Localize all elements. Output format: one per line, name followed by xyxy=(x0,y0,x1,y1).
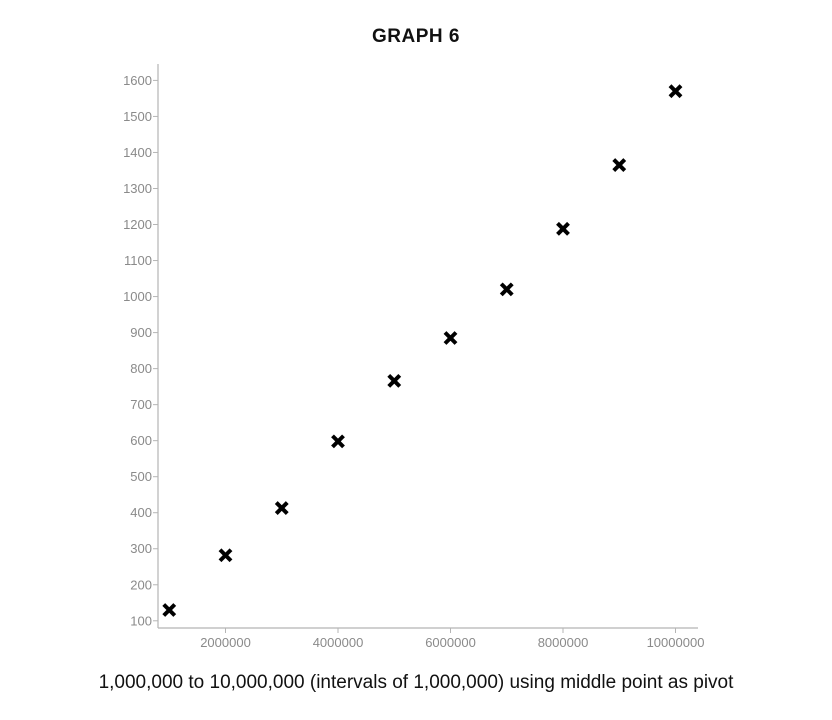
y-tick-label: 1200 xyxy=(123,217,152,232)
y-tick-label: 200 xyxy=(130,577,152,592)
y-tick-label: 1300 xyxy=(123,181,152,196)
data-point-marker xyxy=(331,434,345,449)
y-tick-label: 1100 xyxy=(124,253,152,268)
data-point-marker xyxy=(612,158,627,172)
y-tick-label: 300 xyxy=(130,541,152,556)
x-axis-ticks: 2000000 4000000 6000000 8000000 10000000 xyxy=(200,628,704,650)
y-tick-label: 400 xyxy=(130,505,152,520)
y-tick-label: 500 xyxy=(130,469,152,484)
y-tick-label: 700 xyxy=(130,397,152,412)
x-tick-label: 8000000 xyxy=(538,635,589,650)
data-point-marker xyxy=(218,548,233,563)
chart-axes xyxy=(157,64,698,629)
chart-caption: 1,000,000 to 10,000,000 (intervals of 1,… xyxy=(98,672,734,693)
x-tick-label: 10000000 xyxy=(647,635,705,650)
data-point-marker xyxy=(387,373,402,388)
y-tick-label: 1600 xyxy=(123,73,152,88)
y-tick-label: 100 xyxy=(130,613,152,628)
y-tick-label: 1400 xyxy=(123,145,152,160)
data-points xyxy=(162,84,683,617)
y-tick-label: 600 xyxy=(130,433,152,448)
y-tick-label: 1500 xyxy=(123,109,152,124)
x-tick-label: 2000000 xyxy=(200,635,251,650)
y-tick-label: 1000 xyxy=(123,289,152,304)
y-axis-ticks: 100 200 300 400 500 600 700 800 900 1000 1100 1200 1… xyxy=(123,73,158,628)
data-point-marker xyxy=(162,603,177,617)
x-tick-label: 4000000 xyxy=(313,635,364,650)
data-point-marker xyxy=(274,501,289,515)
y-tick-label: 800 xyxy=(130,361,152,376)
data-point-marker xyxy=(443,331,458,345)
y-tick-label: 900 xyxy=(130,325,152,340)
data-point-marker xyxy=(499,282,514,297)
data-point-marker xyxy=(556,221,570,236)
chart-title: GRAPH 6 xyxy=(372,26,460,47)
x-tick-label: 6000000 xyxy=(425,635,476,650)
data-point-marker xyxy=(668,84,683,99)
